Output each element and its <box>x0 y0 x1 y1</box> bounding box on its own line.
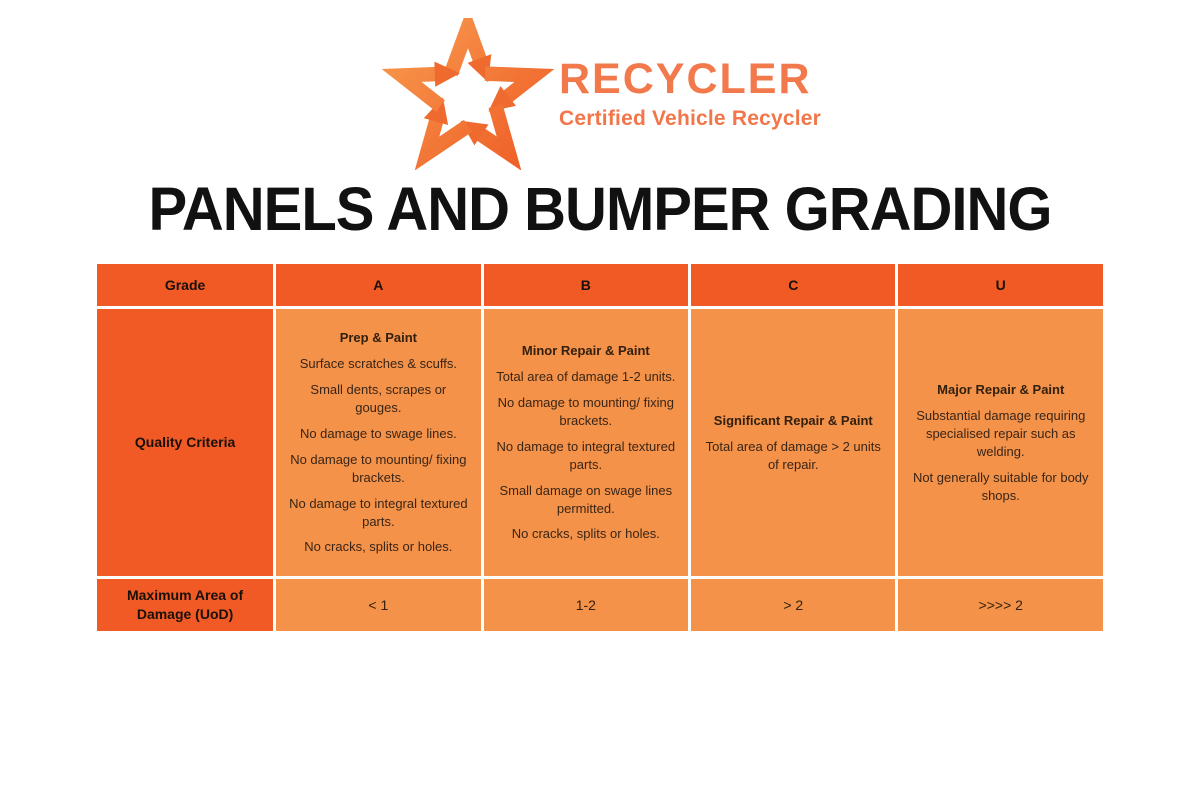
max-damage-a: < 1 <box>276 579 481 632</box>
criteria-item: Small dents, scrapes or gouges. <box>310 381 447 415</box>
col-header-b: B <box>483 264 689 306</box>
col-header-c: C <box>691 264 896 306</box>
col-header-grade: Grade <box>97 264 274 306</box>
criteria-title-c: Significant Repair & Paint <box>713 412 873 428</box>
col-header-a: A <box>276 264 481 306</box>
criteria-cell-b: Minor Repair & Paint Total area of damag… <box>483 309 689 577</box>
row-label-quality-criteria: Quality Criteria <box>97 309 274 577</box>
max-damage-c: > 2 <box>691 579 896 632</box>
criteria-items-b: Total area of damage 1-2 units. No damage… <box>494 368 678 544</box>
criteria-items-u: Substantial damage requiring specialised… <box>908 407 1093 505</box>
criteria-item: No damage to mounting/ fixing brackets. <box>290 451 467 485</box>
logo: RECYCLER Certified Vehicle Recycler <box>0 0 1200 171</box>
max-damage-row: Maximum Area of Damage (UoD) < 1 1-2 > 2… <box>97 579 1103 632</box>
criteria-item: Small damage on swage lines permitted. <box>499 482 673 516</box>
criteria-items-a: Surface scratches & scuffs. Small dents, … <box>286 355 470 556</box>
col-header-u: U <box>898 264 1103 306</box>
criteria-item: No cracks, splits or holes. <box>304 539 453 555</box>
criteria-title-a: Prep & Paint <box>339 330 417 345</box>
max-damage-b: 1-2 <box>483 579 689 632</box>
header-row: Grade A B C U <box>97 264 1103 306</box>
quality-criteria-row: Quality Criteria Prep & Paint Surface sc… <box>97 309 1103 577</box>
criteria-item: No damage to integral textured parts. <box>289 495 468 529</box>
criteria-cell-c: Significant Repair & Paint Total area of… <box>691 309 896 577</box>
criteria-cell-u: Major Repair & Paint Substantial damage … <box>898 309 1103 577</box>
criteria-items-c: Total area of damage > 2 units of repair… <box>701 438 885 474</box>
grading-table: Grade A B C U Quality Criteria Prep & Pa… <box>94 261 1106 634</box>
criteria-item: Substantial damage requiring specialised… <box>916 407 1086 459</box>
criteria-item: No damage to integral textured parts. <box>496 438 676 472</box>
brand-tagline: Certified Vehicle Recycler <box>559 106 821 130</box>
logo-text: RECYCLER Certified Vehicle Recycler <box>559 57 821 130</box>
brand-name: RECYCLER <box>559 55 812 104</box>
row-label-max-damage: Maximum Area of Damage (UoD) <box>97 579 274 632</box>
criteria-item: Total area of damage 1-2 units. <box>496 368 676 384</box>
criteria-cell-a: Prep & Paint Surface scratches & scuffs.… <box>276 309 481 577</box>
criteria-item: Not generally suitable for body shops. <box>912 469 1089 503</box>
page-title: PANELS AND BUMPER GRADING <box>148 175 1052 244</box>
arrow-star-icon <box>379 6 557 171</box>
max-damage-u: >>>> 2 <box>898 579 1103 632</box>
criteria-item: Surface scratches & scuffs. <box>299 355 457 371</box>
criteria-item: Total area of damage > 2 units of repair… <box>705 438 881 472</box>
criteria-item: No damage to mounting/ fixing brackets. <box>497 394 674 428</box>
criteria-title-u: Major Repair & Paint <box>937 381 1065 397</box>
criteria-item: No damage to swage lines. <box>299 425 457 441</box>
criteria-title-b: Minor Repair & Paint <box>521 342 650 358</box>
criteria-item: No cracks, splits or holes. <box>511 526 660 542</box>
